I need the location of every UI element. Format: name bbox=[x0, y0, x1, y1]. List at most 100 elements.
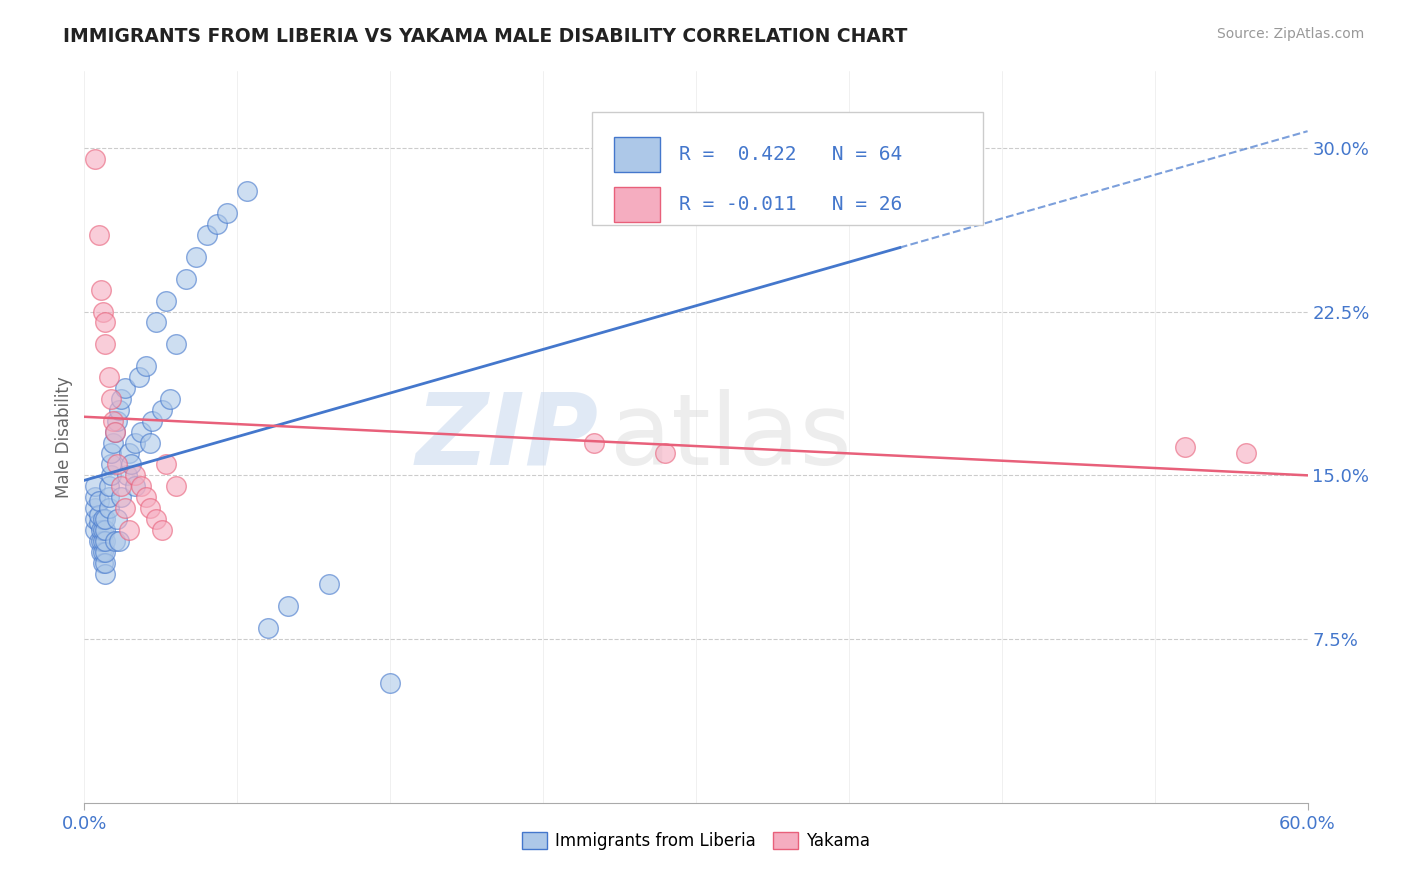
Point bbox=[145, 512, 167, 526]
Point bbox=[110, 490, 132, 504]
Point bbox=[380, 675, 402, 690]
Point bbox=[186, 250, 208, 264]
Point bbox=[104, 533, 127, 548]
Point bbox=[108, 533, 131, 548]
Point bbox=[135, 490, 157, 504]
Point bbox=[91, 512, 114, 526]
Point bbox=[165, 479, 187, 493]
Point bbox=[236, 185, 259, 199]
Point bbox=[93, 566, 115, 581]
Point bbox=[83, 523, 105, 537]
Point bbox=[150, 523, 173, 537]
Point bbox=[90, 545, 112, 559]
Text: atlas: atlas bbox=[610, 389, 852, 485]
Point bbox=[205, 217, 228, 231]
Point bbox=[155, 458, 177, 472]
Point bbox=[83, 152, 105, 166]
Point bbox=[124, 435, 146, 450]
Point bbox=[93, 337, 115, 351]
Point bbox=[87, 494, 110, 508]
Point bbox=[97, 501, 120, 516]
Point bbox=[110, 392, 132, 406]
Point bbox=[87, 516, 110, 531]
Point bbox=[100, 458, 122, 472]
Point bbox=[159, 392, 181, 406]
Point bbox=[83, 479, 105, 493]
Point bbox=[87, 533, 110, 548]
Point bbox=[100, 446, 122, 460]
Point bbox=[195, 228, 218, 243]
Point bbox=[97, 479, 120, 493]
Y-axis label: Male Disability: Male Disability bbox=[55, 376, 73, 498]
Text: ZIP: ZIP bbox=[415, 389, 598, 485]
Point bbox=[124, 479, 146, 493]
Point bbox=[91, 304, 114, 318]
Point bbox=[90, 533, 112, 548]
Point bbox=[277, 599, 299, 614]
Point bbox=[93, 556, 115, 570]
Text: R =  0.422   N = 64: R = 0.422 N = 64 bbox=[679, 145, 903, 164]
Point bbox=[583, 435, 606, 450]
Point bbox=[318, 577, 340, 591]
Point bbox=[83, 512, 105, 526]
Point bbox=[90, 523, 112, 537]
Point bbox=[114, 501, 136, 516]
Point bbox=[114, 381, 136, 395]
Point bbox=[93, 512, 115, 526]
Text: R = -0.011   N = 26: R = -0.011 N = 26 bbox=[679, 195, 903, 214]
Point bbox=[97, 490, 120, 504]
Point bbox=[87, 508, 110, 522]
Point bbox=[131, 479, 153, 493]
Point bbox=[131, 425, 153, 439]
Point bbox=[115, 468, 138, 483]
Point bbox=[100, 468, 122, 483]
Text: Source: ZipAtlas.com: Source: ZipAtlas.com bbox=[1216, 27, 1364, 41]
Point bbox=[138, 501, 160, 516]
Point bbox=[118, 446, 141, 460]
FancyBboxPatch shape bbox=[614, 137, 661, 172]
FancyBboxPatch shape bbox=[614, 187, 661, 222]
Point bbox=[257, 621, 280, 635]
Point bbox=[104, 425, 127, 439]
Point bbox=[120, 458, 142, 472]
Point bbox=[135, 359, 157, 373]
Point bbox=[105, 414, 128, 428]
Point bbox=[138, 435, 160, 450]
Point bbox=[118, 523, 141, 537]
Point bbox=[91, 523, 114, 537]
Point bbox=[654, 446, 676, 460]
Point bbox=[87, 228, 110, 243]
Point bbox=[100, 392, 122, 406]
Point bbox=[91, 556, 114, 570]
Point bbox=[83, 501, 105, 516]
Point bbox=[93, 523, 115, 537]
Point bbox=[124, 468, 146, 483]
Point bbox=[91, 533, 114, 548]
Point bbox=[105, 512, 128, 526]
Point bbox=[150, 402, 173, 417]
Legend: Immigrants from Liberia, Yakama: Immigrants from Liberia, Yakama bbox=[515, 825, 877, 856]
Point bbox=[97, 370, 120, 384]
Point bbox=[145, 315, 167, 329]
Point bbox=[155, 293, 177, 308]
Point bbox=[110, 479, 132, 493]
Point bbox=[83, 490, 105, 504]
Point bbox=[174, 272, 197, 286]
Point bbox=[104, 425, 127, 439]
Point bbox=[93, 315, 115, 329]
Point bbox=[105, 458, 128, 472]
Point bbox=[165, 337, 187, 351]
Point bbox=[128, 370, 150, 384]
FancyBboxPatch shape bbox=[592, 112, 983, 225]
Point bbox=[90, 283, 112, 297]
Text: IMMIGRANTS FROM LIBERIA VS YAKAMA MALE DISABILITY CORRELATION CHART: IMMIGRANTS FROM LIBERIA VS YAKAMA MALE D… bbox=[63, 27, 908, 45]
Point bbox=[101, 414, 124, 428]
Point bbox=[93, 545, 115, 559]
Point bbox=[141, 414, 163, 428]
Point bbox=[217, 206, 239, 220]
Point bbox=[101, 435, 124, 450]
Point bbox=[1174, 440, 1197, 454]
Point bbox=[91, 545, 114, 559]
Point bbox=[108, 402, 131, 417]
Point bbox=[93, 533, 115, 548]
